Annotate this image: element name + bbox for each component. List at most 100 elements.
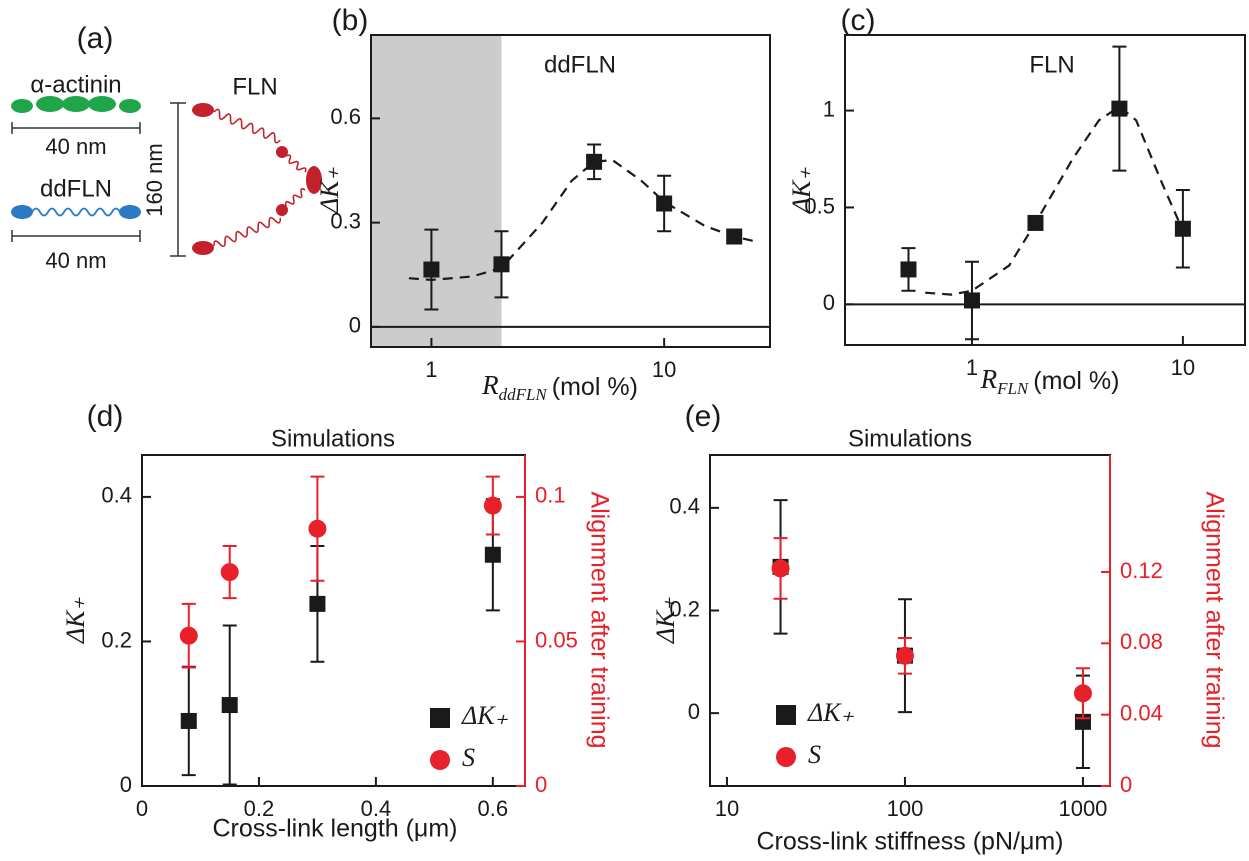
domain xyxy=(88,96,116,112)
x-label-subscript: FLN xyxy=(996,379,1030,398)
y2-tick-label: 0.04 xyxy=(1120,700,1163,725)
plot-frame xyxy=(370,34,771,348)
domain xyxy=(192,103,214,117)
fln-chain xyxy=(284,188,306,207)
coil xyxy=(284,188,306,207)
y-axis-label: ΔK₊ xyxy=(61,597,90,645)
domain xyxy=(11,205,33,219)
data-point xyxy=(726,228,743,245)
x-tick-label: 1 xyxy=(966,355,978,380)
y-tick-label: 0 xyxy=(349,313,361,338)
domain xyxy=(276,146,288,158)
plot-frame xyxy=(709,454,1111,787)
y2-tick-label: 0.05 xyxy=(535,627,578,652)
x-axis-label: RFLN (mol %) xyxy=(980,364,1120,398)
legend-label: S xyxy=(462,743,475,772)
data-point xyxy=(179,626,198,645)
x-tick-label: 10 xyxy=(652,357,676,382)
chart-title: FLN xyxy=(1029,51,1074,78)
plot-frame xyxy=(844,34,1246,346)
x-tick-label: 10 xyxy=(1171,355,1195,380)
data-point xyxy=(771,559,790,578)
fln-chain xyxy=(213,216,282,248)
x-tick-label: 0.2 xyxy=(244,796,275,821)
scale-bar xyxy=(170,102,186,257)
x-tick-label: 1000 xyxy=(1058,796,1107,821)
domain xyxy=(36,96,64,112)
x-tick-label: 1 xyxy=(425,357,437,382)
x-axis-label: Cross-link stiffness (pN/μm) xyxy=(756,828,1063,856)
panel-label: (d) xyxy=(87,400,124,433)
legend-label: ΔK₊ xyxy=(807,698,855,727)
x-label-subscript: ddFLN xyxy=(499,385,549,404)
coil xyxy=(285,154,307,173)
y2-tick-label: 0.1 xyxy=(535,483,566,508)
x-tick-label: 10 xyxy=(715,796,739,821)
plot-frame xyxy=(141,454,526,787)
ddfln-label: ddFLN xyxy=(40,175,112,202)
y-tick-label: 0.6 xyxy=(330,104,361,129)
legend-label: ΔK₊ xyxy=(461,701,509,730)
chart-title: ddFLN xyxy=(544,51,616,78)
data-point xyxy=(493,256,510,273)
y-axis-label: ΔK₊ xyxy=(787,167,816,215)
domain xyxy=(62,96,90,112)
y-tick-label: 1 xyxy=(823,96,835,121)
legend-marker xyxy=(430,750,450,770)
scale-bar xyxy=(11,122,141,134)
shaded-region xyxy=(371,35,502,347)
x-label-symbol: R xyxy=(481,370,499,400)
y2-tick-label: 0 xyxy=(1120,772,1132,797)
panel-label: (a) xyxy=(77,22,114,55)
y-tick-label: 0.4 xyxy=(669,494,700,519)
y-tick-label: 0.5 xyxy=(804,193,835,218)
y-tick-label: 0.3 xyxy=(330,208,361,233)
data-point xyxy=(963,292,980,309)
y-tick-label: 0.2 xyxy=(101,627,132,652)
fln-label: FLN xyxy=(232,73,277,100)
panel-label: (c) xyxy=(841,4,876,37)
data-point xyxy=(484,546,501,563)
domain xyxy=(11,99,33,113)
scale-bar xyxy=(11,230,141,242)
y-tick-label: 0 xyxy=(688,699,700,724)
x-tick-label: 0.4 xyxy=(361,796,392,821)
legend-marker xyxy=(776,705,796,725)
legend-marker xyxy=(430,708,450,728)
coil xyxy=(213,108,281,144)
alpha-actinin-label: α-actinin xyxy=(30,71,121,98)
panel-a: (a) α-actinin 40 nm ddFLN 40 nm 160 nm F… xyxy=(11,22,322,273)
y2-axis-label: Alignment after training xyxy=(1200,491,1228,748)
ddfln-chain xyxy=(31,207,121,217)
x-tick-label: 0 xyxy=(136,796,148,821)
data-point xyxy=(309,595,326,612)
y2-tick-label: 0.12 xyxy=(1120,558,1163,583)
x-axis-label: Cross-link length (μm) xyxy=(212,815,457,843)
data-point xyxy=(483,496,502,515)
x-label-unit: (mol %) xyxy=(552,373,638,401)
data-point xyxy=(1174,220,1191,237)
x-label-symbol: R xyxy=(980,364,998,394)
y-tick-label: 0.2 xyxy=(669,596,700,621)
domain xyxy=(119,99,141,113)
domain xyxy=(119,205,141,219)
domain xyxy=(192,241,214,255)
y2-tick-label: 0 xyxy=(535,772,547,797)
chart-title: Simulations xyxy=(848,425,972,452)
fit-curve xyxy=(925,105,1184,296)
fln-shape xyxy=(192,103,322,255)
y-tick-label: 0 xyxy=(823,290,835,315)
fln-chain xyxy=(285,154,307,173)
y-axis-label: ΔK₊ xyxy=(651,597,680,645)
alpha-actinin-shape xyxy=(11,96,141,113)
fln-chain xyxy=(213,108,281,144)
data-point xyxy=(1111,100,1128,117)
data-point xyxy=(308,519,327,538)
scale-label: 40 nm xyxy=(45,248,106,273)
x-axis-label: RddFLN (mol %) xyxy=(481,370,638,404)
panel-label: (e) xyxy=(685,400,722,433)
x-tick-label: 100 xyxy=(887,796,924,821)
y-axis-label: ΔK₊ xyxy=(315,167,344,215)
legend-label: S xyxy=(808,740,821,769)
